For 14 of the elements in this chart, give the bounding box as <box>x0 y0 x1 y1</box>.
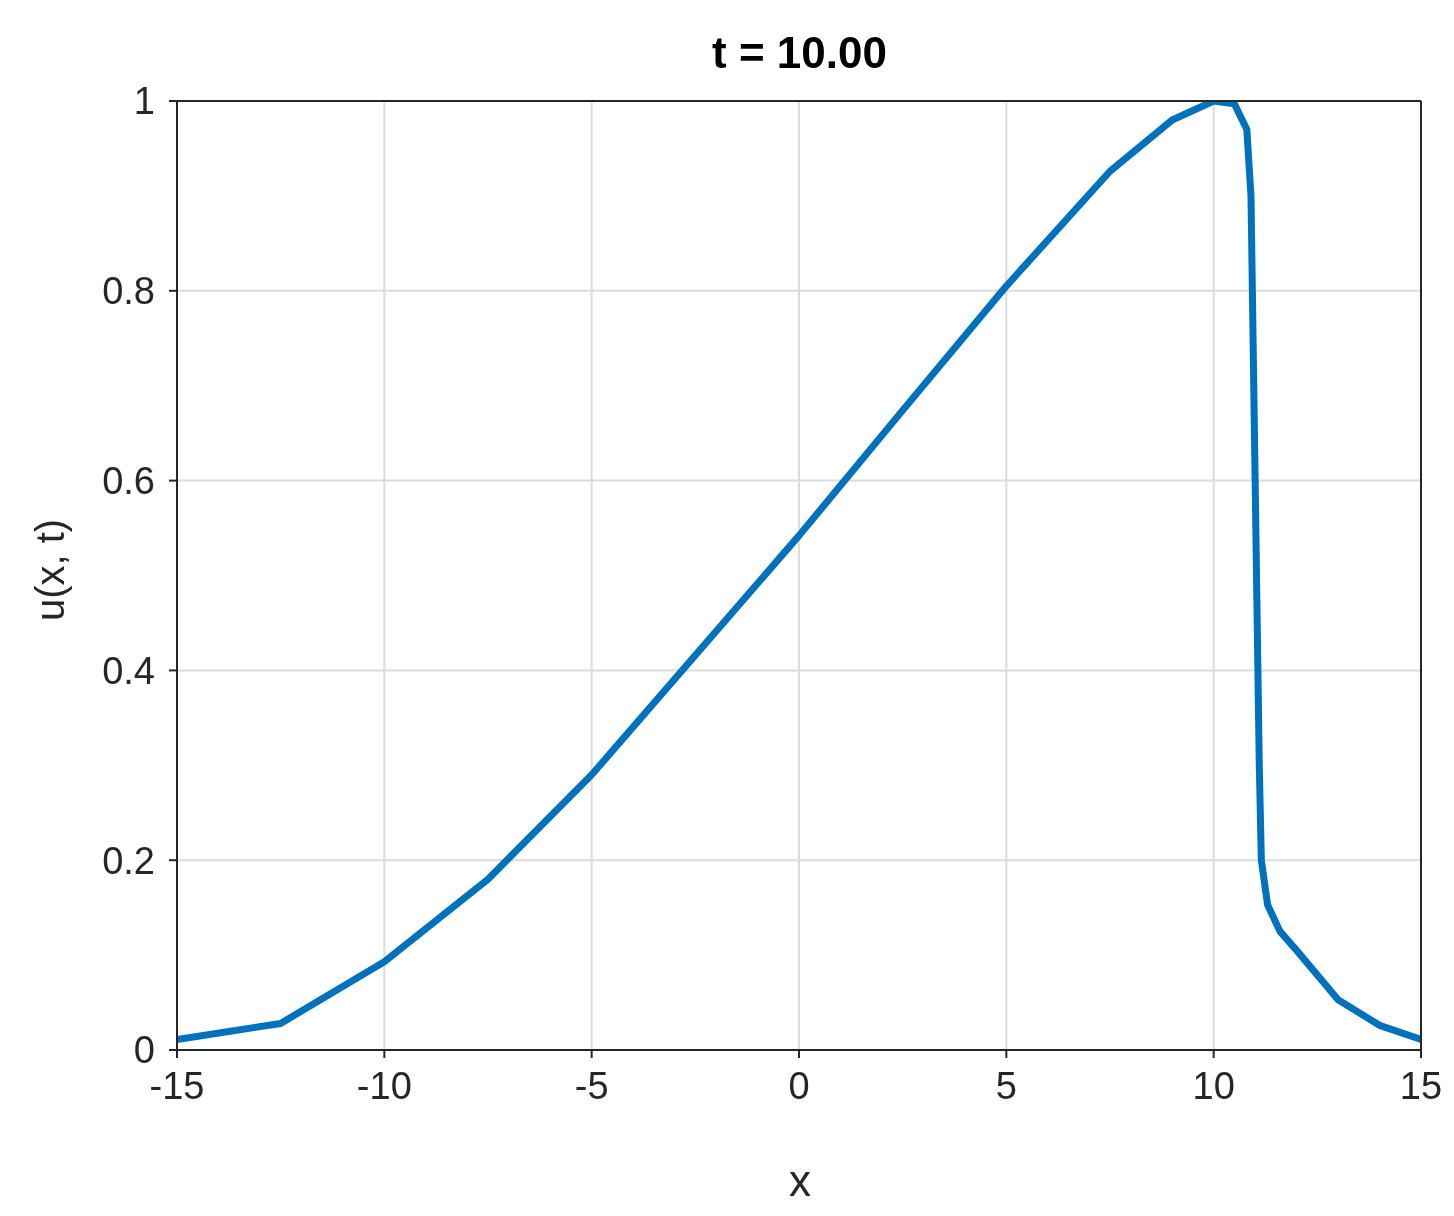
y-tick-label: 1 <box>133 80 155 123</box>
x-axis-title: x <box>788 1156 812 1206</box>
y-axis-title: u(x, t) <box>27 518 73 622</box>
chart-title: t = 10.00 <box>711 28 888 78</box>
y-tick-label: 0.8 <box>102 270 155 313</box>
x-tick-label: -5 <box>574 1064 609 1107</box>
y-tick-label: 0.4 <box>102 649 155 692</box>
y-tick-label: 0.6 <box>102 460 155 503</box>
x-tick-label: 10 <box>1192 1064 1235 1107</box>
x-tick-label: 15 <box>1399 1064 1443 1107</box>
x-tick-label: 0 <box>788 1064 810 1107</box>
y-tick-label: 0.2 <box>102 839 155 882</box>
x-tick-label: -10 <box>356 1064 412 1107</box>
x-tick-label: 5 <box>995 1064 1017 1107</box>
